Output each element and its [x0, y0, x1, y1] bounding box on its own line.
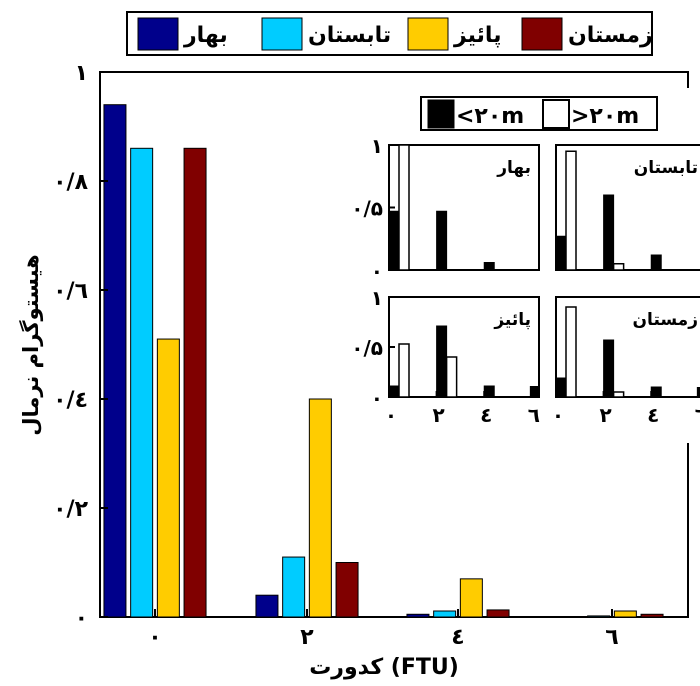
- inset-panel-title: تابستان: [634, 158, 698, 178]
- bar: [614, 611, 636, 617]
- legend-label: تابستان: [308, 23, 391, 48]
- inset-y-tick-label: ۰/۵: [351, 197, 383, 221]
- x-tick-label: ٤: [451, 625, 464, 650]
- inset-panel-title: زمستان: [633, 310, 698, 330]
- inset-bar: [566, 307, 576, 397]
- bar: [641, 614, 663, 617]
- inset-bar: [556, 378, 566, 397]
- inset-bar: [604, 340, 614, 397]
- bar: [131, 148, 153, 617]
- x-tick-label: ۰: [148, 625, 161, 650]
- inset-panel-title: پائیز: [493, 310, 531, 330]
- inset-x-tick-label: ۰: [385, 403, 397, 427]
- inset-x-tick-label: ٦: [528, 403, 540, 427]
- legend-label: زمستان: [568, 23, 653, 48]
- inset-y-tick-label: ۰: [371, 386, 383, 410]
- inset-figure: <۲۰m >۲۰m بهار ۰ ۰/۵ ۱ تابستان پائیز ۰ ۰/۵ ۱ ۰ ۲ ٤ ٦ زم…: [351, 88, 700, 443]
- y-tick-label: ۰/۸: [53, 170, 88, 195]
- bar: [407, 614, 429, 617]
- inset-y-tick-label: ۰: [371, 259, 383, 283]
- inset-legend-label: >۲۰m: [571, 104, 639, 129]
- x-tick-label: ٦: [605, 625, 618, 650]
- legend-label: بهار: [183, 23, 228, 48]
- y-axis-label: هیستوگرام نرمال: [18, 254, 43, 435]
- inset-y-tick-label: ۱: [371, 134, 383, 158]
- y-tick-label: ۰/٦: [53, 279, 88, 304]
- inset-bar: [447, 357, 457, 397]
- legend-swatch: [408, 18, 448, 50]
- inset-legend-swatch: [543, 100, 569, 128]
- legend-swatch: [138, 18, 178, 50]
- y-tick-label: ۰: [75, 606, 88, 631]
- bar: [588, 616, 610, 617]
- inset-x-tick-label: ۲: [600, 403, 612, 427]
- legend-swatch: [522, 18, 562, 50]
- bar: [157, 339, 179, 617]
- inset-panel: بهار ۰ ۰/۵ ۱: [351, 134, 539, 283]
- inset-bar: [604, 195, 614, 270]
- inset-bar: [484, 386, 494, 397]
- inset-panel: تابستان: [556, 145, 700, 270]
- legend: بهار تابستان پائیز زمستان: [127, 12, 653, 55]
- inset-bar: [614, 392, 624, 397]
- inset-bar: [399, 344, 409, 397]
- inset-bar: [389, 386, 399, 397]
- inset-bar: [651, 255, 661, 270]
- inset-panel-title: بهار: [496, 158, 531, 178]
- bar: [487, 610, 509, 617]
- bar: [184, 148, 206, 617]
- inset-y-tick-label: ۱: [371, 286, 383, 310]
- inset-bar: [556, 236, 566, 270]
- y-tick-label: ۰/٤: [53, 388, 88, 413]
- inset-x-tick-label: ۰: [552, 403, 564, 427]
- inset-legend-label: <۲۰m: [456, 104, 524, 129]
- y-tick-label: ۱: [75, 61, 88, 86]
- x-axis-label: کدورت (FTU): [309, 655, 459, 680]
- inset-x-tick-label: ٤: [647, 403, 659, 427]
- inset-bar: [484, 263, 494, 271]
- inset-bar: [389, 211, 399, 270]
- x-tick-label: ۲: [300, 625, 314, 650]
- inset-bar: [437, 326, 447, 397]
- inset-y-tick-label: ۰/۵: [351, 336, 383, 360]
- bar: [460, 579, 482, 617]
- y-tick-label: ۰/۲: [53, 497, 88, 522]
- bar: [336, 563, 358, 618]
- bar: [309, 399, 331, 617]
- inset-bar: [651, 387, 661, 397]
- inset-bar: [614, 264, 624, 270]
- inset-legend: <۲۰m >۲۰m: [421, 97, 657, 130]
- bar: [283, 557, 305, 617]
- legend-label: پائیز: [453, 23, 501, 48]
- legend-swatch: [262, 18, 302, 50]
- inset-legend-swatch: [428, 100, 454, 128]
- bar: [434, 611, 456, 617]
- inset-bar: [437, 211, 447, 270]
- inset-x-tick-label: ۲: [433, 403, 445, 427]
- bar: [256, 595, 278, 617]
- inset-x-tick-label: ٤: [480, 403, 492, 427]
- inset-bar: [566, 151, 576, 270]
- inset-bar: [399, 145, 409, 270]
- inset-x-tick-label: ٦: [695, 403, 700, 427]
